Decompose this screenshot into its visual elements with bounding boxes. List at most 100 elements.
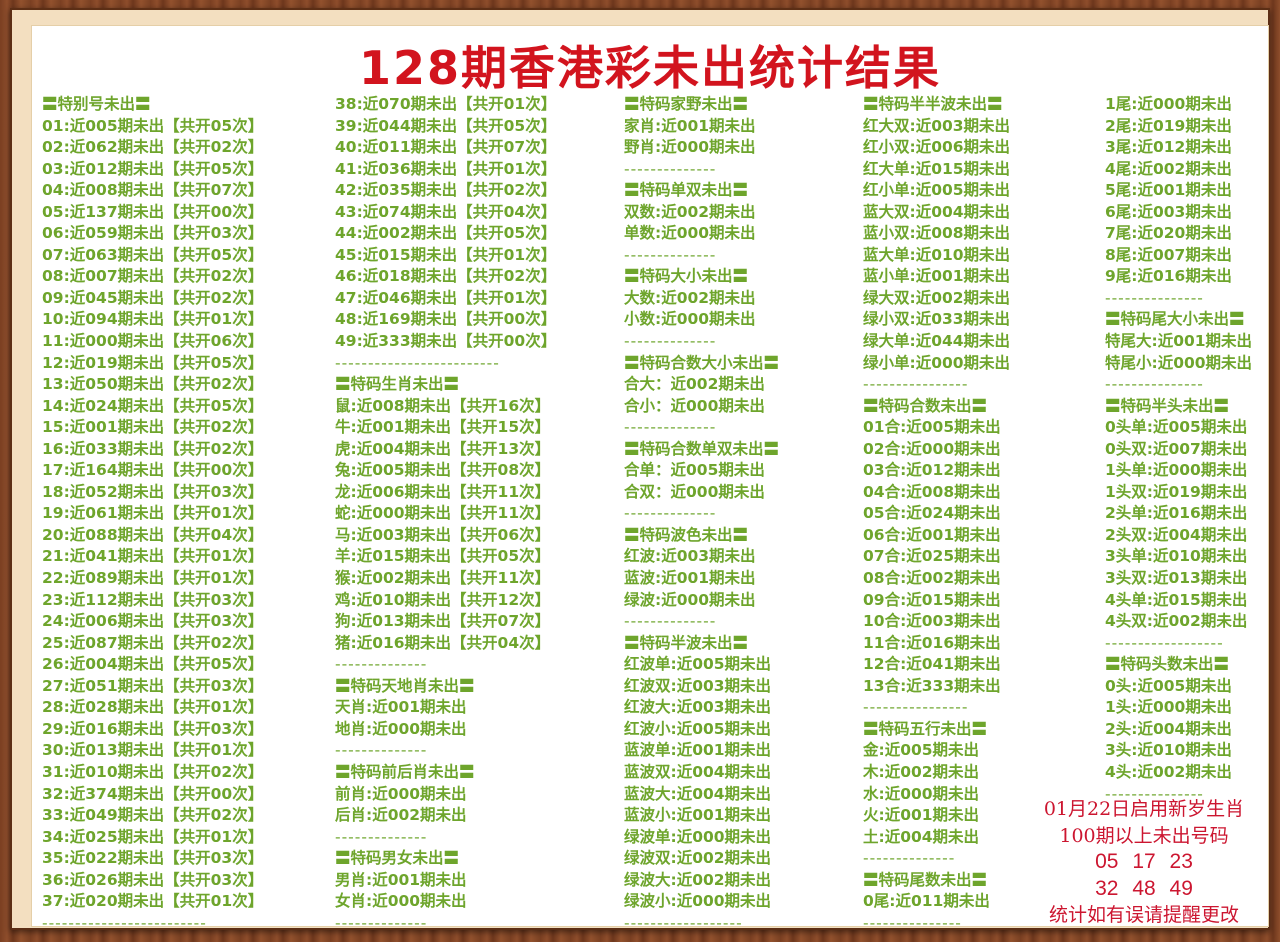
divider: --------------- xyxy=(1105,288,1204,307)
section-header: 〓特别号未出〓 xyxy=(42,95,151,113)
stat-line: 狗:近013期未出【共开07次】 xyxy=(335,612,551,631)
stat-line: 3头:近010期未出 xyxy=(1105,741,1232,760)
section-header: 〓特码合数单双未出〓 xyxy=(624,439,780,458)
stat-line: 牛:近001期未出【共开15次】 xyxy=(335,418,551,437)
stat-line: 21:近041期未出【共开01次】 xyxy=(42,547,264,566)
stat-line: 35:近022期未出【共开03次】 xyxy=(42,849,264,868)
section-header: 〓特码五行未出〓 xyxy=(863,719,988,738)
stat-line: 3尾:近012期未出 xyxy=(1105,138,1232,157)
stat-line: 绿小双:近033期未出 xyxy=(863,310,1011,329)
stat-line: 12:近019期未出【共开05次】 xyxy=(42,353,264,372)
divider: -------------- xyxy=(624,332,717,351)
stat-line: 合单：近005期未出 xyxy=(624,461,765,480)
stat-line: 野肖:近000期未出 xyxy=(624,138,756,157)
stat-line: 男肖:近001期未出 xyxy=(335,870,467,889)
section-header: 〓特码天地肖未出〓 xyxy=(335,676,475,695)
stat-line: 红波单:近005期未出 xyxy=(624,655,772,674)
stat-line: 大数:近002期未出 xyxy=(624,288,756,307)
stat-line: 蓝大单:近010期未出 xyxy=(863,245,1011,264)
stat-line: 红小双:近006期未出 xyxy=(863,138,1011,157)
note-line-2: 100期以上未出号码 xyxy=(1059,824,1229,847)
stats-board: 128期香港彩未出统计结果 〓特别号未出〓 01:近005期未出【共开05次】 02… xyxy=(32,26,1268,926)
section-header: 〓特码单双未出〓 xyxy=(624,181,749,200)
stat-line: 0头:近005期未出 xyxy=(1105,676,1232,695)
stat-line: 红波大:近003期未出 xyxy=(624,698,772,717)
stat-line: 猴:近002期未出【共开11次】 xyxy=(335,569,551,588)
stat-line: 8尾:近007期未出 xyxy=(1105,245,1232,264)
divider: -------------- xyxy=(624,504,717,523)
stat-line: 红波双:近003期未出 xyxy=(624,676,772,695)
stat-line: 31:近010期未出【共开02次】 xyxy=(42,762,264,781)
divider: -------------- xyxy=(335,741,428,760)
stat-line: 合大：近002期未出 xyxy=(624,375,765,394)
stat-line: 08合:近002期未出 xyxy=(863,569,1001,588)
divider: -------------- xyxy=(335,827,428,846)
section-header: 〓特码半波未出〓 xyxy=(624,633,749,652)
stat-line: 6尾:近003期未出 xyxy=(1105,202,1232,221)
stat-line: 08:近007期未出【共开02次】 xyxy=(42,267,264,286)
stat-line: 4头:近002期未出 xyxy=(1105,762,1232,781)
stat-line: 合双：近000期未出 xyxy=(624,482,765,501)
stat-line: 蓝波大:近004期未出 xyxy=(624,784,772,803)
section-header: 〓特码前后肖未出〓 xyxy=(335,762,475,781)
stat-line: 鼠:近008期未出【共开16次】 xyxy=(335,396,551,415)
stat-line: 2尾:近019期未出 xyxy=(1105,116,1232,135)
stat-line: 3头单:近010期未出 xyxy=(1105,547,1248,566)
stat-line: 13:近050期未出【共开02次】 xyxy=(42,375,264,394)
divider: --------------- xyxy=(863,913,962,926)
stat-line: 家肖:近001期未出 xyxy=(624,116,756,135)
stat-line: 18:近052期未出【共开03次】 xyxy=(42,482,264,501)
stat-line: 36:近026期未出【共开03次】 xyxy=(42,870,264,889)
stat-line: 0头单:近005期未出 xyxy=(1105,418,1248,437)
stat-line: 木:近002期未出 xyxy=(863,762,980,781)
stat-line: 29:近016期未出【共开03次】 xyxy=(42,719,264,738)
stat-line: 9尾:近016期未出 xyxy=(1105,267,1232,286)
stat-line: 49:近333期未出【共开00次】 xyxy=(335,332,557,351)
divider: -------------- xyxy=(335,913,428,926)
stat-line: 19:近061期未出【共开01次】 xyxy=(42,504,264,523)
stat-line: 45:近015期未出【共开01次】 xyxy=(335,245,557,264)
stat-line: 绿大双:近002期未出 xyxy=(863,288,1011,307)
stat-line: 20:近088期未出【共开04次】 xyxy=(42,525,264,544)
section-header: 〓特码半头未出〓 xyxy=(1105,396,1230,415)
divider: -------------- xyxy=(624,612,717,631)
stat-line: 单数:近000期未出 xyxy=(624,224,756,243)
note-numbers-row-1: 05 17 23 xyxy=(1095,850,1193,873)
stat-line: 06:近059期未出【共开03次】 xyxy=(42,224,264,243)
stat-line: 2头单:近016期未出 xyxy=(1105,504,1248,523)
stat-line: 27:近051期未出【共开03次】 xyxy=(42,676,264,695)
stat-line: 蛇:近000期未出【共开11次】 xyxy=(335,504,551,523)
stat-line: 14:近024期未出【共开05次】 xyxy=(42,396,264,415)
stat-line: 2头:近004期未出 xyxy=(1105,719,1232,738)
stat-line: 羊:近015期未出【共开05次】 xyxy=(335,547,551,566)
stat-line: 07合:近025期未出 xyxy=(863,547,1001,566)
stat-line: 绿大单:近044期未出 xyxy=(863,332,1011,351)
stat-line: 02:近062期未出【共开02次】 xyxy=(42,138,264,157)
divider: ---------------- xyxy=(863,375,969,394)
stat-line: 7尾:近020期未出 xyxy=(1105,224,1232,243)
column-special-numbers: 〓特别号未出〓 01:近005期未出【共开05次】 02:近062期未出【共开02次… xyxy=(42,94,263,926)
divider: -------------- xyxy=(335,655,428,674)
stat-line: 红大单:近015期未出 xyxy=(863,159,1011,178)
stat-line: 12合:近041期未出 xyxy=(863,655,1001,674)
stat-line: 39:近044期未出【共开05次】 xyxy=(335,116,557,135)
stat-line: 1头双:近019期未出 xyxy=(1105,482,1248,501)
stat-line: 3头双:近013期未出 xyxy=(1105,569,1248,588)
stat-line: 红波小:近005期未出 xyxy=(624,719,772,738)
stat-line: 03合:近012期未出 xyxy=(863,461,1001,480)
stat-line: 03:近012期未出【共开05次】 xyxy=(42,159,264,178)
divider: ------------------------- xyxy=(335,353,500,372)
stat-line: 4头单:近015期未出 xyxy=(1105,590,1248,609)
stat-line: 34:近025期未出【共开01次】 xyxy=(42,827,264,846)
column-tails-heads: 1尾:近000期未出 2尾:近019期未出 3尾:近012期未出 4尾:近002期未出… xyxy=(1105,94,1252,805)
stat-line: 38:近070期未出【共开01次】 xyxy=(335,95,557,113)
divider: --------------- xyxy=(1105,784,1204,803)
section-header: 〓特码家野未出〓 xyxy=(624,95,749,113)
stat-line: 0头双:近007期未出 xyxy=(1105,439,1248,458)
stat-line: 47:近046期未出【共开01次】 xyxy=(335,288,557,307)
section-header: 〓特码合数未出〓 xyxy=(863,396,988,415)
stat-line: 22:近089期未出【共开01次】 xyxy=(42,569,264,588)
section-header: 〓特码合数大小未出〓 xyxy=(624,353,780,372)
section-header: 〓特码生肖未出〓 xyxy=(335,375,460,394)
stat-line: 26:近004期未出【共开05次】 xyxy=(42,655,264,674)
